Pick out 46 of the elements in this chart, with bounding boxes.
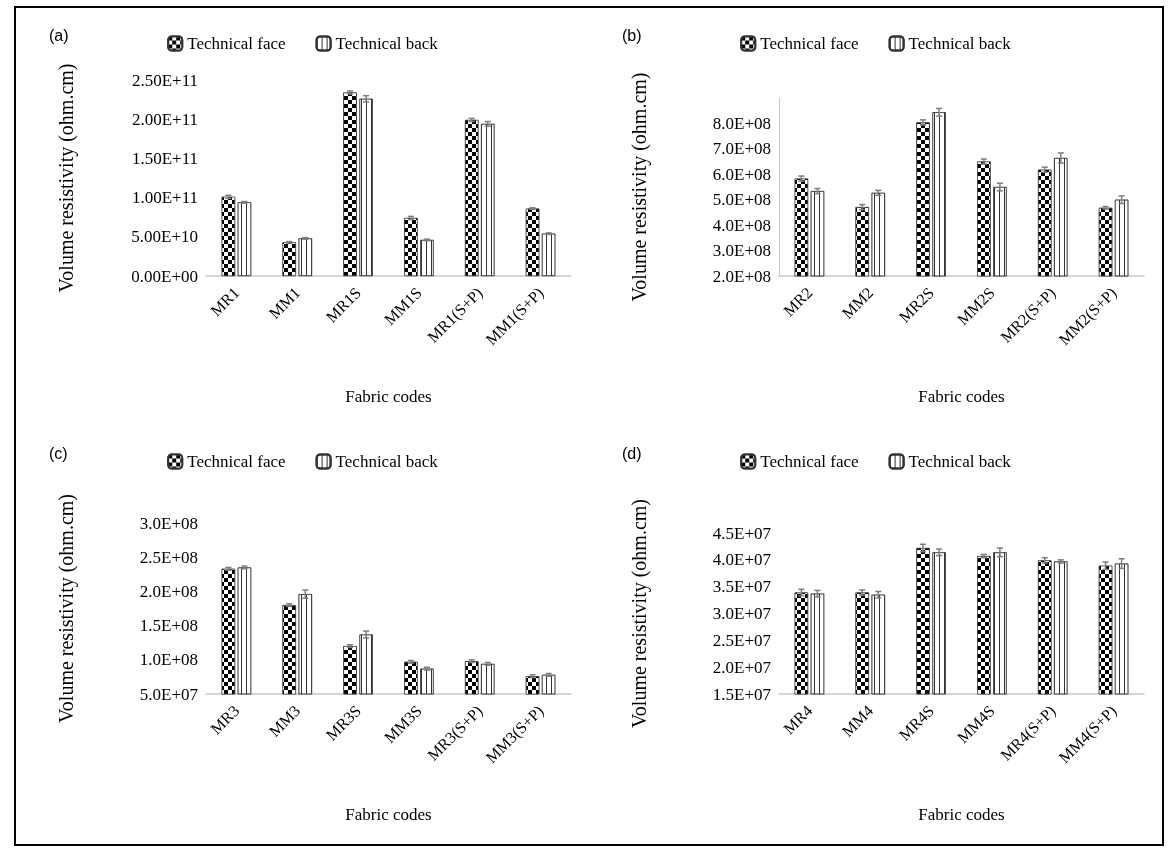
text: (a) [49, 26, 69, 44]
y-tick-label: 1.0E+08 [139, 650, 198, 670]
y-tick-label: 0.00E+00 [131, 266, 198, 286]
y-tick-label: 3.0E+07 [712, 604, 772, 623]
y-tick-label: 2.0E+07 [712, 657, 772, 677]
y-tick-label: 3.0E+08 [139, 513, 198, 533]
legend-label: Technical back [908, 452, 1012, 471]
y-tick-label: 4.5E+07 [712, 523, 772, 543]
y-tick-label: 2.0E+08 [139, 581, 198, 601]
x-axis-title: Fabric codes [918, 805, 1005, 824]
y-tick-label: 2.50E+11 [131, 70, 198, 90]
legend-label: Technical face [187, 34, 286, 53]
y-tick-label: 1.00E+11 [131, 188, 198, 208]
y-tick-label: 1.5E+07 [712, 684, 772, 704]
x-axis-title: Fabric codes [918, 387, 1005, 406]
text: (c) [49, 444, 68, 462]
y-tick-label: 5.0E+07 [139, 684, 199, 704]
y-tick-label: 7.0E+08 [712, 139, 771, 159]
y-tick-label: 3.0E+08 [712, 241, 771, 261]
x-axis-title: Fabric codes [345, 387, 432, 406]
text: (b) [622, 26, 642, 44]
y-tick-label: 5.00E+10 [131, 227, 198, 247]
y-tick-label: 6.0E+08 [712, 164, 771, 184]
y-axis-title: Volume resistivity (ohm.cm) [628, 72, 651, 302]
y-tick-label: 2.0E+08 [712, 266, 771, 286]
y-tick-label: 4.0E+08 [712, 215, 771, 235]
y-axis-title: Volume resistivity (ohm.cm) [55, 63, 78, 293]
y-tick-label: 8.0E+08 [712, 113, 771, 133]
y-axis-title: Volume resistivity (ohm.cm) [55, 493, 78, 724]
legend-label: Technical back [335, 452, 439, 471]
x-axis-title: Fabric codes [345, 805, 432, 824]
legend-label: Technical face [760, 452, 859, 471]
y-tick-label: 2.5E+07 [712, 630, 772, 650]
y-axis-title: Volume resistivity (ohm.cm) [628, 498, 651, 729]
legend-label: Technical face [760, 34, 859, 53]
legend-label: Technical back [908, 34, 1012, 53]
legend-label: Technical face [187, 452, 286, 471]
legend-label: Technical back [335, 34, 439, 53]
y-tick-label: 2.00E+11 [131, 109, 198, 129]
y-tick-label: 1.5E+08 [139, 616, 198, 636]
y-tick-label: 4.0E+07 [712, 550, 772, 570]
y-tick-label: 3.5E+07 [712, 577, 772, 597]
y-tick-label: 5.0E+08 [712, 190, 771, 210]
text: (d) [622, 444, 642, 462]
y-tick-label: 1.50E+11 [131, 148, 198, 168]
y-tick-label: 2.5E+08 [139, 547, 198, 567]
